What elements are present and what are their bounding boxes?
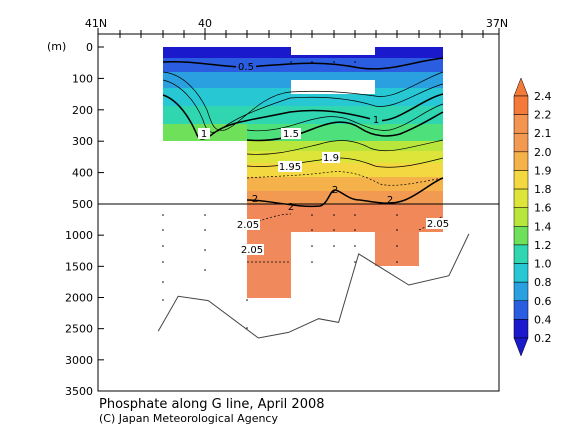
lat-tick-label: 40 <box>198 17 212 30</box>
colorbar-label: 0.6 <box>534 295 552 308</box>
colorbar-label: 2.2 <box>534 109 552 122</box>
depth-tick-label: 200 <box>72 104 93 117</box>
contour-label: 1 <box>373 115 379 126</box>
depth-tick-label: 1000 <box>65 229 93 242</box>
colorbar-label: 1.8 <box>534 183 552 196</box>
contour-label: 1 <box>201 129 207 140</box>
contour-label: 1.5 <box>283 129 299 140</box>
latitude-axis: 41N 40 37N <box>85 17 508 40</box>
depth-unit-label: (m) <box>47 40 66 53</box>
colorbar-segment <box>513 95 529 115</box>
contour-label: 2 <box>387 195 393 206</box>
colorbar-label: 1.2 <box>534 239 552 252</box>
colorbar-segment <box>513 151 529 171</box>
colorbar-label: 1.4 <box>534 220 552 233</box>
colorbar-segment <box>513 319 529 339</box>
colorbar-label: 1.9 <box>534 164 552 177</box>
depth-tick-label: 3000 <box>65 354 93 367</box>
contour-lines <box>162 57 444 263</box>
colorbar-segment <box>513 114 529 134</box>
depth-tick-label: 2000 <box>65 292 93 305</box>
figure-credit: (C) Japan Meteorological Agency <box>99 412 278 425</box>
contour-label: 2.05 <box>241 245 263 256</box>
depth-axis: (m) 0 100 200 300 400 500 1000 1500 2000 2500 3000… <box>47 40 104 398</box>
colorbar-segment <box>513 170 529 190</box>
colorbar-label: 1.0 <box>534 258 552 271</box>
depth-tick-label: 300 <box>72 135 93 148</box>
bottom-depth-line <box>157 233 470 339</box>
colorbar-label: 0.2 <box>534 332 552 345</box>
colorbar-segment <box>513 281 529 302</box>
colorbar-segment <box>513 207 529 227</box>
colorbar: 2.4 2.2 2.1 2.0 1.9 1.8 1.6 1.4 1.2 1.0 0.8 0.6 0.4 0… <box>513 77 552 357</box>
colorbar-label: 2.4 <box>534 90 552 103</box>
contour-label: 2 <box>288 202 294 213</box>
contour-label-group: 0.5 1 1 1.5 1.95 1.9 2 2 2 2 2.05 2.05 2… <box>198 61 450 256</box>
colorbar-bottom-arrow <box>513 337 529 357</box>
contour-label: 1.9 <box>323 153 339 164</box>
figure-caption: Phosphate along G line, April 2008 <box>99 397 325 412</box>
contour-label: 0.5 <box>238 62 254 73</box>
contour-label: 1.95 <box>279 162 301 173</box>
colorbar-segment <box>513 244 529 264</box>
lat-tick-label: 37N <box>486 17 508 30</box>
depth-tick-label: 400 <box>72 167 93 180</box>
depth-tick-label: 3500 <box>65 385 93 398</box>
depth-tick-label: 0 <box>86 41 93 54</box>
colorbar-label: 2.0 <box>534 146 552 159</box>
colorbar-segment <box>513 300 529 320</box>
station-dots <box>162 61 398 329</box>
depth-tick-label: 2500 <box>65 323 93 336</box>
colorbar-label: 2.1 <box>534 127 552 140</box>
colorbar-segment <box>513 188 529 208</box>
contour-label: 2.05 <box>427 219 449 230</box>
contour-label: 2.05 <box>237 220 259 231</box>
colorbar-segment <box>513 226 529 246</box>
lat-tick-label: 41N <box>85 17 107 30</box>
colorbar-segment <box>513 263 529 283</box>
colorbar-label: 1.6 <box>534 202 552 215</box>
colorbar-label: 0.4 <box>534 313 552 326</box>
colorbar-top-arrow <box>513 77 529 97</box>
depth-tick-label: 100 <box>72 72 93 85</box>
section-fill <box>163 47 443 298</box>
contour-label: 2 <box>252 194 258 205</box>
contour-label: 2 <box>332 185 338 196</box>
colorbar-label: 0.8 <box>534 276 552 289</box>
bottom-depth-profile <box>157 233 470 339</box>
colorbar-segment <box>513 132 529 153</box>
depth-tick-label: 500 <box>72 198 93 211</box>
depth-tick-label: 1500 <box>65 260 93 273</box>
